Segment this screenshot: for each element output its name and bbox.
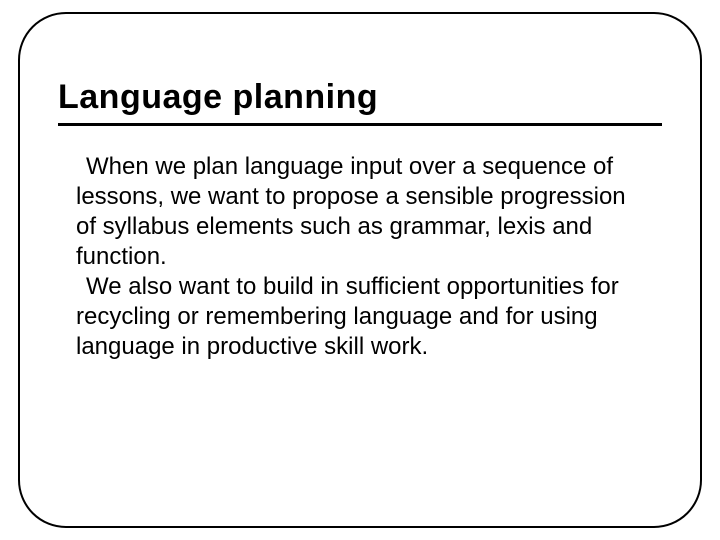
slide-title: Language planning (58, 78, 662, 126)
paragraph-2: We also want to build in sufficient oppo… (76, 272, 652, 362)
paragraph-1: When we plan language input over a seque… (76, 152, 652, 272)
slide-body: When we plan language input over a seque… (58, 152, 662, 362)
slide-content: Language planning When we plan language … (58, 78, 662, 362)
